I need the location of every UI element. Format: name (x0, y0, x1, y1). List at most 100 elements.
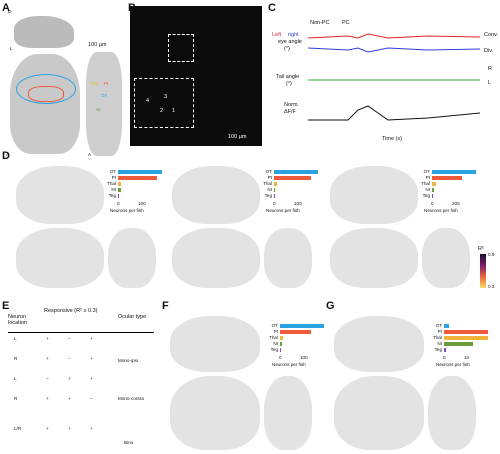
colorbar-label: R² (478, 246, 484, 252)
conv-label: Conv. (484, 32, 498, 38)
cond-nonpc: Non-PC (310, 20, 330, 26)
panel-label-g: G (326, 300, 335, 312)
bar-teg (118, 194, 119, 198)
eye-label-left: Left (272, 32, 282, 38)
norm-label: Norm. (284, 102, 299, 108)
bar-ot (444, 324, 449, 328)
bar-tick-max: 200 (452, 201, 460, 206)
roi-2: 2 (160, 108, 164, 114)
bar-tick-min: 0 (273, 201, 276, 206)
bar-tick-min: 0 (117, 201, 120, 206)
brain-lateral-view (86, 52, 122, 156)
d3-brain-bottom (330, 228, 418, 288)
row-cell: – (46, 376, 49, 381)
bar-tick-max: 100 (138, 201, 146, 206)
bar-label-ni: NI (111, 187, 116, 192)
orient-a-lateral: A (88, 152, 92, 157)
pt-outline (28, 86, 64, 102)
d2-brain-top (172, 166, 260, 224)
row-cell: – (68, 356, 71, 361)
d1-brain-top (16, 166, 104, 224)
panel-e: Neuron location Responsive (R² ≥ 0.3) Oc… (8, 306, 156, 452)
bar-xlabel: Neurons per fish (272, 362, 306, 367)
row-location: L (14, 376, 17, 381)
bar-xlabel: Neurons per fish (266, 208, 300, 213)
bar-thal (274, 182, 277, 186)
bar-xlabel: Neurons per fish (110, 208, 144, 213)
d1-brain-bottom (16, 228, 104, 288)
bar-ni (274, 188, 276, 192)
header-location: Neuron location (8, 314, 27, 326)
bar-tick-min: 0 (279, 355, 282, 360)
orient-l: L (10, 46, 13, 51)
bar-thal (118, 182, 122, 186)
bar-label-ni: NI (273, 341, 278, 346)
row-cell: + (68, 396, 71, 401)
colorbar-min: 0.3 (488, 284, 495, 289)
bar-chart-d2: OT Pt Thal NI Teg 0 100 Neurons per fish (260, 168, 320, 214)
f-brain-bottom (170, 376, 260, 450)
row-cell: + (90, 426, 93, 431)
bar-chart-f: OT Pt Thal NI Teg 0 100 Neurons per fish (266, 322, 326, 368)
bar-xlabel: Neurons per fish (424, 208, 458, 213)
brain-side-view (14, 16, 74, 48)
bar-label-thal: Thal (263, 181, 272, 186)
bar-label-ot: OT (435, 323, 442, 328)
eye-unit: (°) (284, 46, 290, 52)
scale-label-a: 100 µm (88, 42, 107, 48)
left-eye-trace (308, 33, 480, 39)
d2-brain-side (264, 228, 312, 288)
region-ot: OT (101, 93, 108, 98)
bar-ot (274, 170, 318, 174)
bar-label-ot: OT (423, 169, 430, 174)
bar-label-teg: Teg (264, 193, 272, 198)
tail-label: Tail angle (276, 74, 300, 80)
region-thal: Thal (89, 81, 98, 86)
d2-brain-bottom (172, 228, 260, 288)
row-cell: + (46, 396, 49, 401)
bar-label-teg: Teg (434, 347, 442, 352)
bar-pt (444, 330, 488, 334)
panel-b-image: 4 3 2 1 100 µm (130, 6, 262, 146)
type-mono-contra: Mono-contra (118, 396, 144, 401)
tail-unit: (°) (286, 81, 292, 87)
bar-label-thal: Thal (421, 181, 430, 186)
bar-thal (444, 336, 488, 340)
bar-pt (432, 176, 462, 180)
bar-teg (432, 194, 433, 198)
row-cell: + (68, 426, 71, 431)
roi-1: 1 (172, 108, 176, 114)
g-brain-side (428, 376, 476, 450)
cond-pc: PC (342, 20, 350, 26)
g-brain-top (334, 316, 424, 372)
ot-outline (16, 74, 76, 104)
row-cell: + (90, 356, 93, 361)
header-responsive: Responsive (R² ≥ 0.3) (44, 308, 98, 314)
bar-teg (444, 348, 447, 352)
type-bino: Bino (124, 440, 134, 445)
bar-label-teg: Teg (270, 347, 278, 352)
table-rule (8, 332, 154, 333)
time-label: Time (s) (382, 136, 402, 142)
roi-4: 4 (146, 98, 150, 104)
panel-c-traces (308, 33, 480, 121)
bar-chart-g: OT Pt Thal NI Teg 0 10 Neurons per fish (430, 322, 490, 368)
bar-label-thal: Thal (107, 181, 116, 186)
bar-label-pt: Pt (437, 329, 442, 334)
panel-label-f: F (162, 300, 169, 312)
bar-label-teg: Teg (422, 193, 430, 198)
bar-ni (280, 342, 282, 346)
bar-xlabel: Neurons per fish (436, 362, 470, 367)
orient-a: A (6, 152, 10, 157)
bar-label-teg: Teg (108, 193, 116, 198)
bar-ni (118, 188, 121, 192)
bar-tick-max: 100 (300, 355, 308, 360)
bar-label-thal: Thal (433, 335, 442, 340)
table-body: L + – + R + – + L – + + R + + – L/R + + + (8, 336, 114, 448)
f-brain-side (264, 376, 312, 450)
bar-tick-max: 100 (294, 201, 302, 206)
bar-label-ot: OT (109, 169, 116, 174)
bar-pt (280, 330, 311, 334)
bar-teg (274, 194, 275, 198)
row-cell: + (46, 426, 49, 431)
